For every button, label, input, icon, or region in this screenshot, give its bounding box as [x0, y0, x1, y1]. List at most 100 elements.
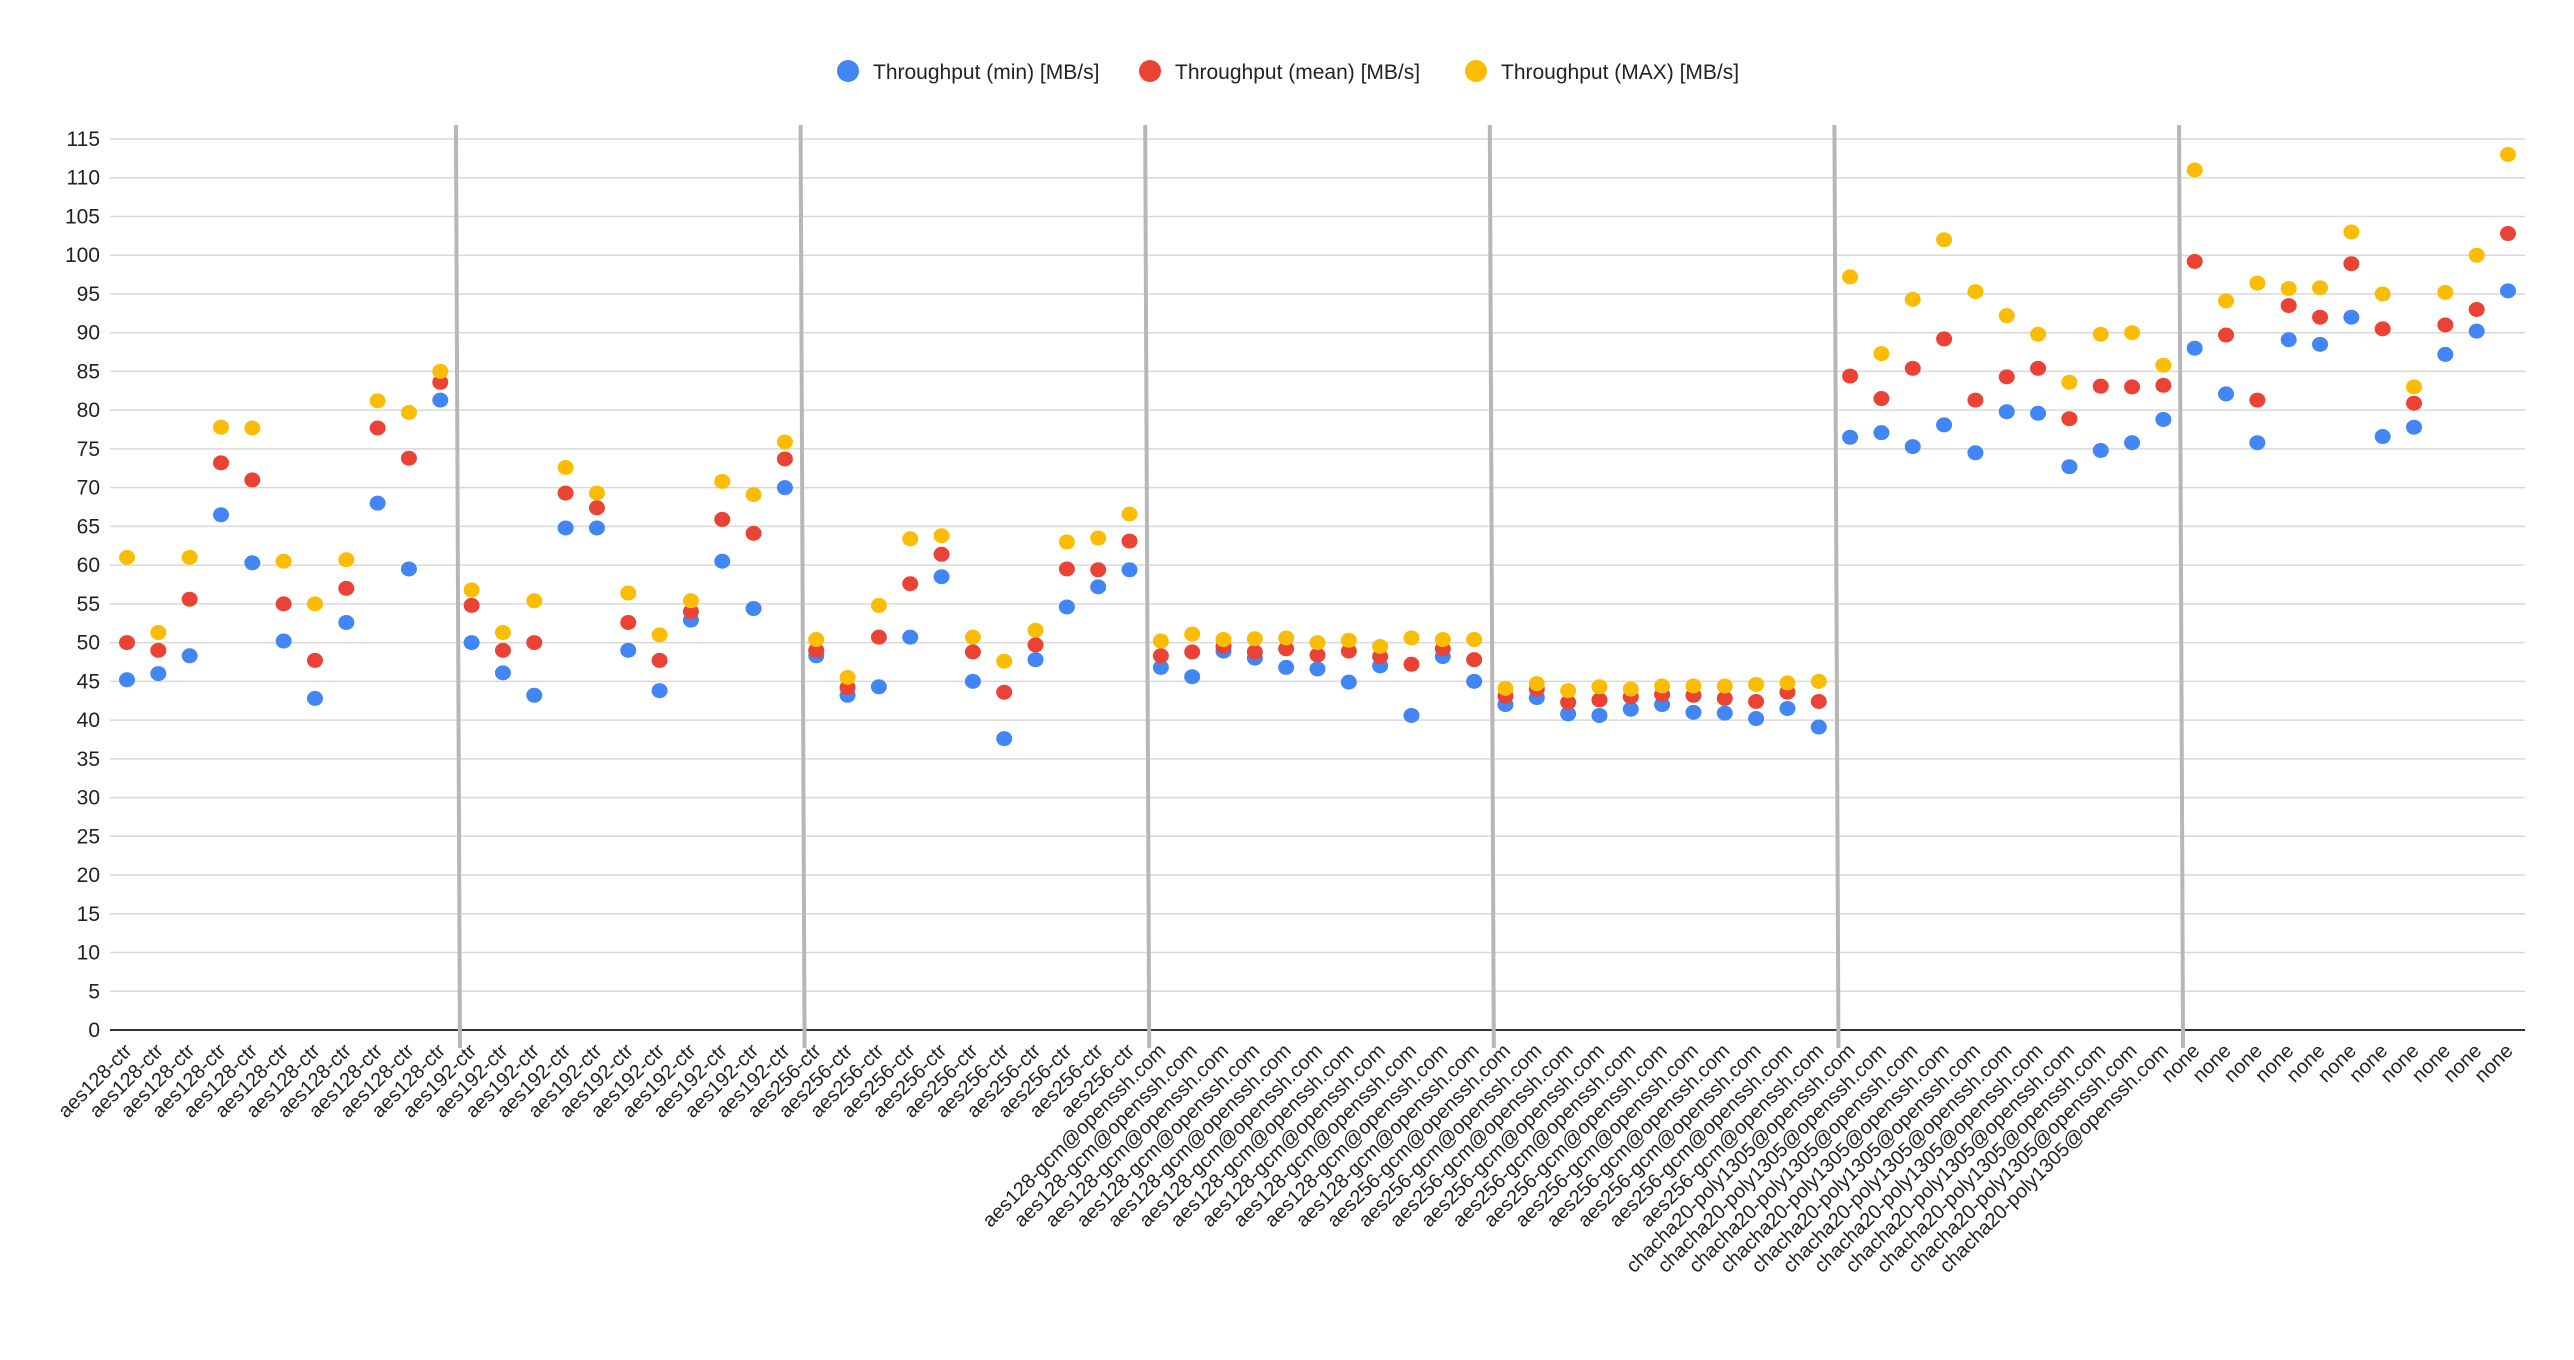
data-point-min — [1058, 599, 1075, 615]
data-point-max — [902, 531, 919, 547]
data-point-min — [1560, 706, 1577, 722]
data-point-max — [2061, 374, 2078, 390]
data-point-mean — [432, 374, 449, 390]
data-point-mean — [2406, 395, 2423, 411]
y-tick-label: 60 — [77, 554, 100, 577]
data-point-mean — [1936, 331, 1953, 347]
data-point-min — [306, 690, 323, 706]
data-point-max — [1873, 346, 1890, 362]
data-point-min — [338, 614, 355, 630]
data-point-mean — [1560, 694, 1577, 710]
legend-label: Throughput (min) [MB/s] — [873, 61, 1099, 84]
data-point-max — [1685, 678, 1702, 694]
data-point-min — [1873, 425, 1890, 441]
data-point-max — [1528, 676, 1545, 692]
data-point-min — [557, 520, 574, 536]
data-point-mean — [526, 635, 543, 651]
data-point-max — [2155, 357, 2172, 373]
data-point-mean — [2249, 392, 2266, 408]
data-point-mean — [651, 652, 668, 668]
data-point-max — [2280, 281, 2297, 297]
y-tick-label: 35 — [77, 748, 100, 771]
data-points — [119, 146, 2516, 747]
data-point-min — [2343, 309, 2360, 325]
data-point-mean — [1967, 392, 1984, 408]
data-point-max — [1403, 630, 1420, 646]
legend-label: Throughput (MAX) [MB/s] — [1501, 61, 1739, 84]
data-point-max — [839, 669, 856, 685]
data-point-min — [1936, 417, 1953, 433]
group-divider — [453, 124, 462, 1049]
data-point-mean — [1246, 644, 1263, 660]
data-point-mean — [2061, 411, 2078, 427]
data-point-min — [2186, 340, 2203, 356]
data-point-min — [776, 480, 793, 496]
data-point-max — [432, 363, 449, 379]
y-tick-label: 90 — [77, 322, 100, 345]
group-dividers — [453, 124, 2186, 1049]
data-point-min — [181, 648, 198, 664]
data-point-min — [2124, 435, 2141, 451]
y-tick-label: 70 — [77, 477, 100, 500]
data-point-max — [1466, 632, 1483, 648]
data-point-max — [1810, 673, 1827, 689]
data-point-mean — [494, 642, 511, 658]
y-tick-label: 100 — [65, 244, 100, 267]
data-point-min — [526, 687, 543, 703]
data-point-max — [1497, 680, 1514, 696]
data-point-max — [526, 593, 543, 609]
data-point-max — [306, 596, 323, 612]
data-point-min — [933, 569, 950, 585]
data-point-min — [1309, 661, 1326, 677]
group-divider — [1832, 124, 1841, 1049]
data-point-mean — [244, 472, 261, 488]
data-point-mean — [2437, 317, 2454, 333]
y-tick-label: 65 — [77, 515, 100, 538]
data-point-min — [432, 392, 449, 408]
data-point-mean — [1873, 391, 1890, 407]
y-tick-label: 25 — [77, 825, 100, 848]
data-point-max — [1309, 635, 1326, 651]
data-point-min — [2280, 332, 2297, 348]
data-point-mean — [181, 591, 198, 607]
data-point-mean — [714, 511, 731, 527]
data-point-mean — [1591, 692, 1608, 708]
data-point-min — [996, 731, 1013, 747]
data-point-min — [1121, 562, 1138, 578]
data-point-max — [1560, 683, 1577, 699]
data-point-mean — [870, 629, 887, 645]
data-point-mean — [338, 580, 355, 596]
data-point-mean — [1842, 368, 1859, 384]
data-point-max — [1654, 678, 1671, 694]
data-point-max — [651, 627, 668, 643]
data-point-max — [1779, 675, 1796, 691]
data-point-max — [150, 625, 167, 641]
y-tick-label: 5 — [88, 980, 100, 1003]
data-point-max — [1215, 632, 1232, 648]
legend-marker-icon — [837, 60, 859, 82]
data-point-min — [275, 633, 292, 649]
data-point-max — [2468, 247, 2485, 263]
data-point-min — [1027, 652, 1044, 668]
data-point-mean — [557, 485, 574, 501]
data-point-min — [1685, 704, 1702, 720]
data-point-mean — [1998, 369, 2015, 385]
data-point-max — [2374, 286, 2391, 302]
data-point-min — [494, 665, 511, 681]
data-point-max — [2124, 325, 2141, 341]
data-point-min — [2312, 336, 2329, 352]
data-point-min — [1998, 404, 2015, 420]
data-point-min — [2155, 411, 2172, 427]
data-point-min — [2437, 346, 2454, 362]
y-tick-label: 20 — [77, 864, 100, 887]
data-point-mean — [2092, 378, 2109, 394]
data-point-min — [2030, 405, 2047, 421]
data-point-min — [1403, 707, 1420, 723]
data-point-min — [1184, 669, 1201, 685]
data-point-min — [1967, 445, 1984, 461]
data-point-min — [2061, 459, 2078, 475]
y-tick-label: 75 — [77, 438, 100, 461]
data-point-min — [1810, 719, 1827, 735]
data-point-mean — [1340, 643, 1357, 659]
data-point-mean — [1466, 652, 1483, 668]
